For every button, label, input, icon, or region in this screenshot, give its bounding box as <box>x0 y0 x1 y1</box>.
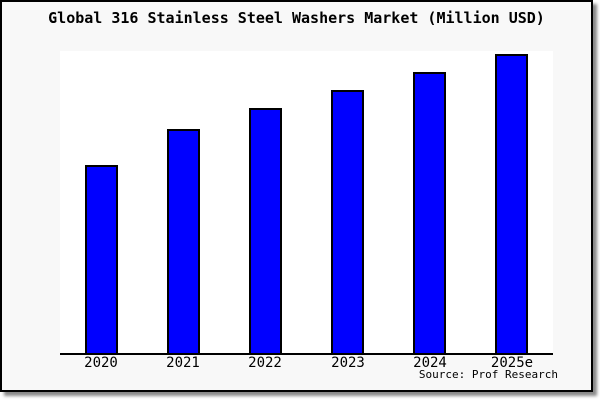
x-tick-label-2025e: 2025e <box>490 355 534 371</box>
bar-2024 <box>413 72 446 353</box>
x-tick-label-2022: 2022 <box>248 355 282 371</box>
bar-2022 <box>249 108 282 353</box>
chart-title: Global 316 Stainless Steel Washers Marke… <box>48 9 545 27</box>
source-label: Source: Prof Research <box>418 368 558 381</box>
chart-frame: Global 316 Stainless Steel Washers Marke… <box>0 0 593 392</box>
plot-area <box>60 51 553 353</box>
bar-2023 <box>331 90 364 353</box>
bar-2025e <box>495 54 528 353</box>
bar-2020 <box>85 165 118 353</box>
x-axis-line <box>60 353 553 355</box>
x-tick-label-2021: 2021 <box>166 355 200 371</box>
x-tick-label-2020: 2020 <box>84 355 118 371</box>
x-tick-label-2024: 2024 <box>413 355 447 371</box>
x-tick-label-2023: 2023 <box>331 355 365 371</box>
bar-2021 <box>167 129 200 353</box>
